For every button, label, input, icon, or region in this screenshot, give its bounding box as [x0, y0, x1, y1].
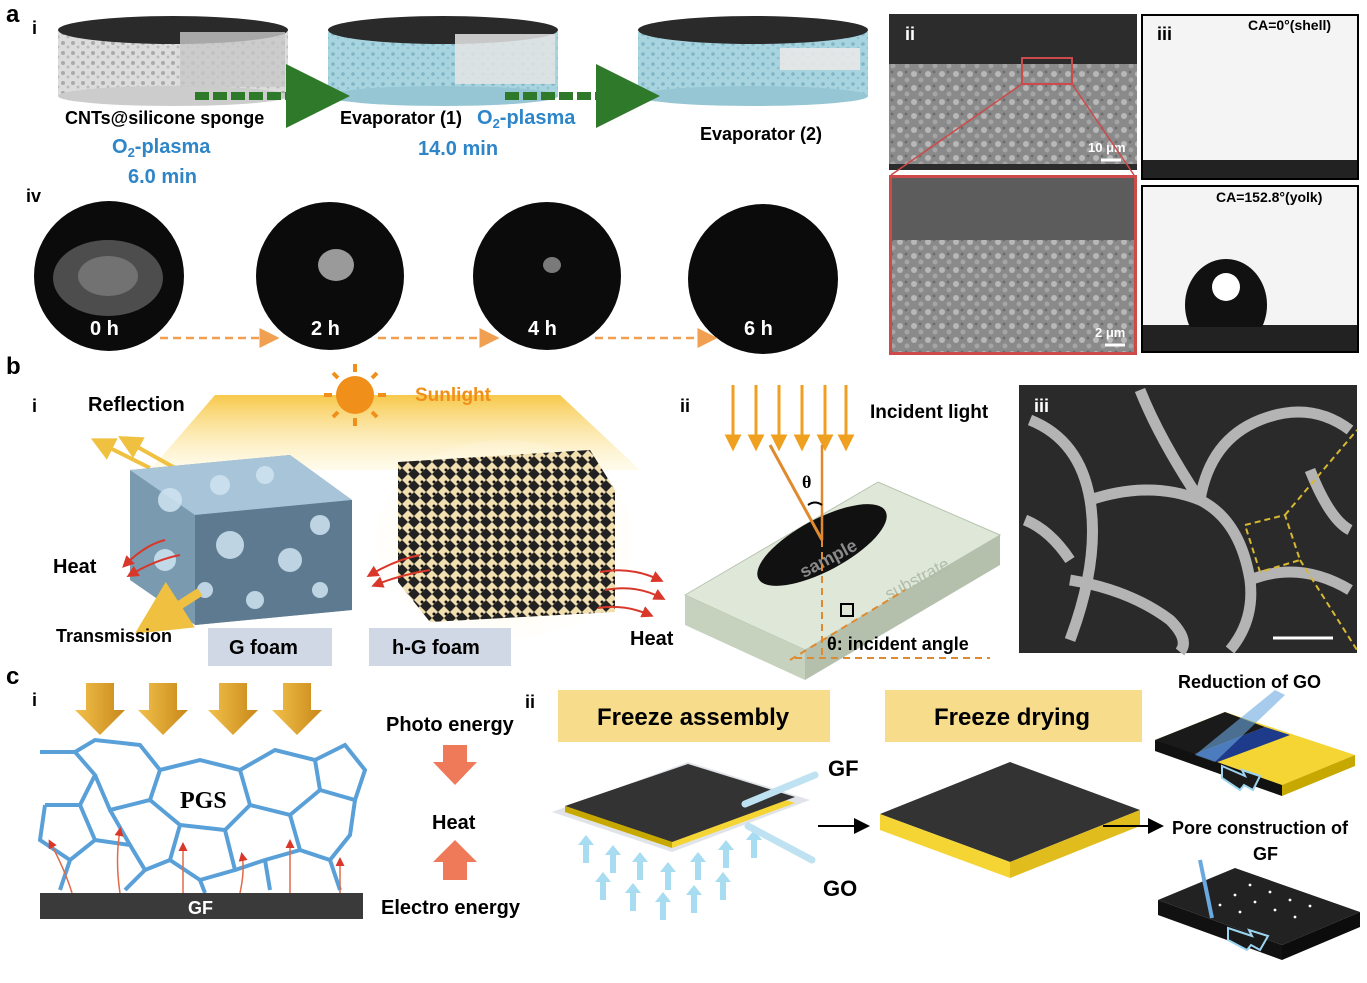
contact-angle-yolk: [1141, 185, 1359, 353]
panel-label-c-i: i: [32, 690, 37, 710]
hg-foam-label: h-G foam: [392, 637, 480, 659]
reduction-sheet: [1155, 690, 1355, 796]
gf-bar-label: GF: [188, 898, 213, 918]
sponge-label: CNTs@silicone sponge: [65, 108, 264, 128]
incident-light-label: Incident light: [870, 402, 989, 423]
panel-label-a-i: i: [32, 18, 37, 38]
time-label-2h: 2 h: [311, 318, 340, 340]
panel-label-a-iii: iii: [1157, 24, 1172, 44]
plasma-label-1: O2-plasma: [112, 136, 211, 160]
go-pointer: [748, 826, 812, 860]
freeze-dried-sheet: [880, 762, 1140, 878]
panel-label-b-iii: iii: [1034, 396, 1049, 416]
plasma-label-2: O2-plasma: [477, 107, 576, 131]
evaporator-2-label: Evaporator (2): [700, 124, 822, 144]
pgs-label: PGS: [180, 788, 227, 814]
plasma-time-2: 14.0 min: [418, 138, 498, 160]
electro-energy-label: Electro energy: [381, 897, 521, 919]
gf-label: GF: [828, 756, 859, 781]
heat-label-c: Heat: [432, 812, 476, 834]
photo-energy-label: Photo energy: [386, 714, 515, 736]
transmission-label: Transmission: [56, 626, 172, 646]
reflection-arrow-1: [98, 442, 150, 468]
panel-label-a: a: [6, 1, 20, 28]
panel-label-b: b: [6, 353, 21, 380]
pore-construction-label-2: GF: [1253, 844, 1278, 864]
panel-label-b-ii: ii: [680, 396, 690, 416]
electro-to-heat-arrow: [433, 840, 477, 880]
pore-construction-sheet: [1158, 860, 1360, 960]
incident-light-arrows: [727, 385, 852, 448]
time-label-6h: 6 h: [744, 318, 773, 340]
heat-label-left: Heat: [53, 556, 97, 578]
sunlight-arrows: [75, 683, 322, 735]
freeze-drying-label: Freeze drying: [934, 704, 1090, 731]
theta-label: θ: [802, 472, 811, 492]
ca-shell-label: CA=0°(shell): [1248, 17, 1331, 33]
contact-angle-shell: [1141, 14, 1359, 180]
pgs-network: [40, 740, 365, 893]
photo-to-heat-arrow: [433, 745, 477, 785]
incident-ray: [770, 445, 822, 540]
panel-label-c: c: [6, 663, 19, 690]
panel-label-a-iv: iv: [26, 186, 41, 206]
freeze-assembly-label: Freeze assembly: [597, 704, 790, 731]
reduction-of-go-label: Reduction of GO: [1178, 672, 1321, 692]
evaporator-1-label: Evaporator (1): [340, 108, 462, 128]
panel-label-b-i: i: [32, 396, 37, 416]
heat-label-right: Heat: [630, 628, 674, 650]
ca-yolk-label: CA=152.8°(yolk): [1216, 189, 1322, 205]
go-label: GO: [823, 876, 857, 901]
hg-foam-cube: [375, 440, 635, 640]
reflection-label: Reflection: [88, 394, 185, 416]
incident-angle-label: θ: incident angle: [827, 634, 969, 654]
sunlight-label: Sunlight: [415, 385, 492, 406]
panel-label-a-ii: ii: [905, 24, 915, 44]
time-label-0h: 0 h: [90, 318, 119, 340]
angle-arc: [808, 503, 822, 506]
g-foam-label: G foam: [229, 637, 298, 659]
sem-foam-image: [1019, 385, 1357, 653]
evaporator-2-disk: [638, 16, 868, 106]
time-label-4h: 4 h: [528, 318, 557, 340]
scale-label-bottom: 2 μm: [1095, 325, 1125, 340]
pore-construction-label-1: Pore construction of: [1172, 818, 1349, 838]
plasma-time-1: 6.0 min: [128, 166, 197, 188]
scale-label-top: 10 μm: [1088, 140, 1126, 155]
panel-label-c-ii: ii: [525, 692, 535, 712]
